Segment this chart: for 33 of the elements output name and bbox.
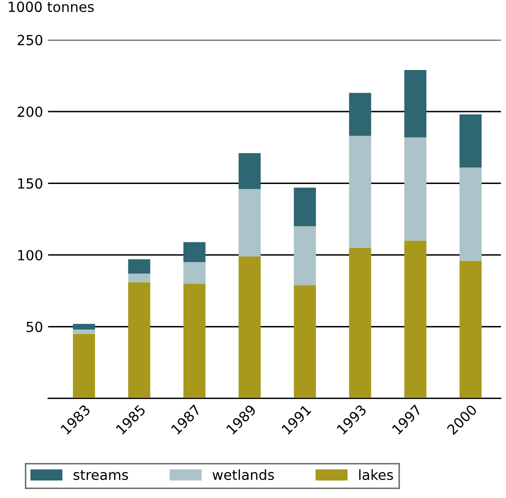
bar	[349, 92, 372, 136]
y-tick-label: 250	[18, 34, 42, 46]
y-tick-label: 150	[18, 178, 42, 189]
bar	[128, 274, 150, 282]
bar	[183, 284, 206, 398]
bar	[238, 189, 261, 256]
bar	[404, 70, 426, 138]
bar	[72, 330, 96, 334]
bar	[460, 114, 482, 168]
bar	[183, 242, 206, 262]
bar	[72, 324, 96, 330]
y-tick-label: 100	[18, 250, 42, 260]
y-tick-label: 200	[18, 106, 42, 118]
legend-label: wetlands	[212, 469, 274, 480]
bar	[294, 188, 316, 226]
bar	[238, 153, 261, 189]
bar	[349, 136, 372, 248]
bar	[128, 259, 150, 274]
legend-label: lakes	[359, 469, 393, 480]
y-axis-title: 1000 tonnes	[8, 2, 94, 12]
y-tick-label: 50	[26, 322, 42, 332]
legend-label: streams	[74, 470, 128, 480]
bar	[294, 285, 316, 398]
bar	[349, 248, 372, 398]
bar	[128, 282, 150, 398]
bar	[294, 226, 316, 286]
bar	[183, 262, 206, 284]
bar	[72, 334, 96, 398]
bar	[404, 137, 426, 241]
bar	[460, 167, 482, 261]
bar	[404, 240, 426, 398]
bar	[238, 256, 261, 398]
bar	[460, 260, 482, 398]
